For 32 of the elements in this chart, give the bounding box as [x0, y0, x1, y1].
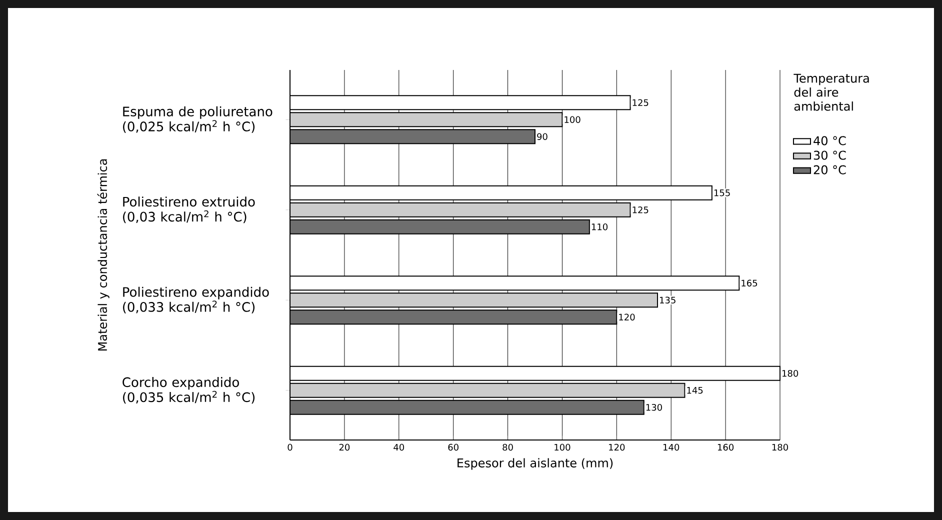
data-label: 130: [646, 404, 662, 411]
x-tick-label: 20: [339, 444, 350, 451]
y-tick-label: Poliestireno expandido (0,033 kcal/m$^{2}$ h °C): [123, 286, 269, 314]
data-label: 180: [782, 370, 798, 377]
data-label: 100: [564, 116, 580, 124]
legend-title: Temperatura del aire ambiental: [794, 74, 869, 111]
data-label: 120: [619, 314, 635, 321]
data-label: 125: [632, 206, 648, 214]
x-tick-label: 40: [394, 444, 404, 451]
x-tick-label: 180: [772, 444, 788, 451]
legend-label: 30 °C: [814, 150, 846, 160]
x-tick-label: 80: [502, 444, 513, 451]
data-label: 165: [742, 280, 758, 287]
data-label: 145: [687, 387, 703, 394]
legend-label: 40 °C: [814, 136, 846, 146]
data-label: 155: [714, 190, 730, 196]
data-label: 90: [537, 133, 548, 140]
y-tick-label: Espuma de poliuretano (0,025 kcal/m$^{2}$ h °C): [123, 106, 272, 133]
x-tick-label: 100: [554, 444, 570, 451]
x-tick-label: 120: [609, 444, 625, 451]
data-label: 125: [632, 99, 648, 106]
legend-label: 20 °C: [814, 165, 846, 174]
y-tick-label: Poliestireno extruido (0,03 kcal/m$^{2}$ h °C): [123, 196, 255, 224]
x-tick-label: 140: [664, 444, 680, 451]
x-axis-title: Espesor del aislante (mm): [458, 458, 613, 470]
data-label: 135: [660, 296, 676, 304]
x-tick-label: 60: [448, 444, 458, 451]
y-axis-title: Material y conductancia térmica: [97, 159, 110, 351]
y-tick-label: Corcho expandido (0,035 kcal/m$^{2}$ h °C): [122, 377, 255, 404]
data-label: 110: [592, 223, 608, 230]
x-tick-label: 160: [718, 444, 734, 451]
x-tick-label: 0: [288, 444, 292, 451]
